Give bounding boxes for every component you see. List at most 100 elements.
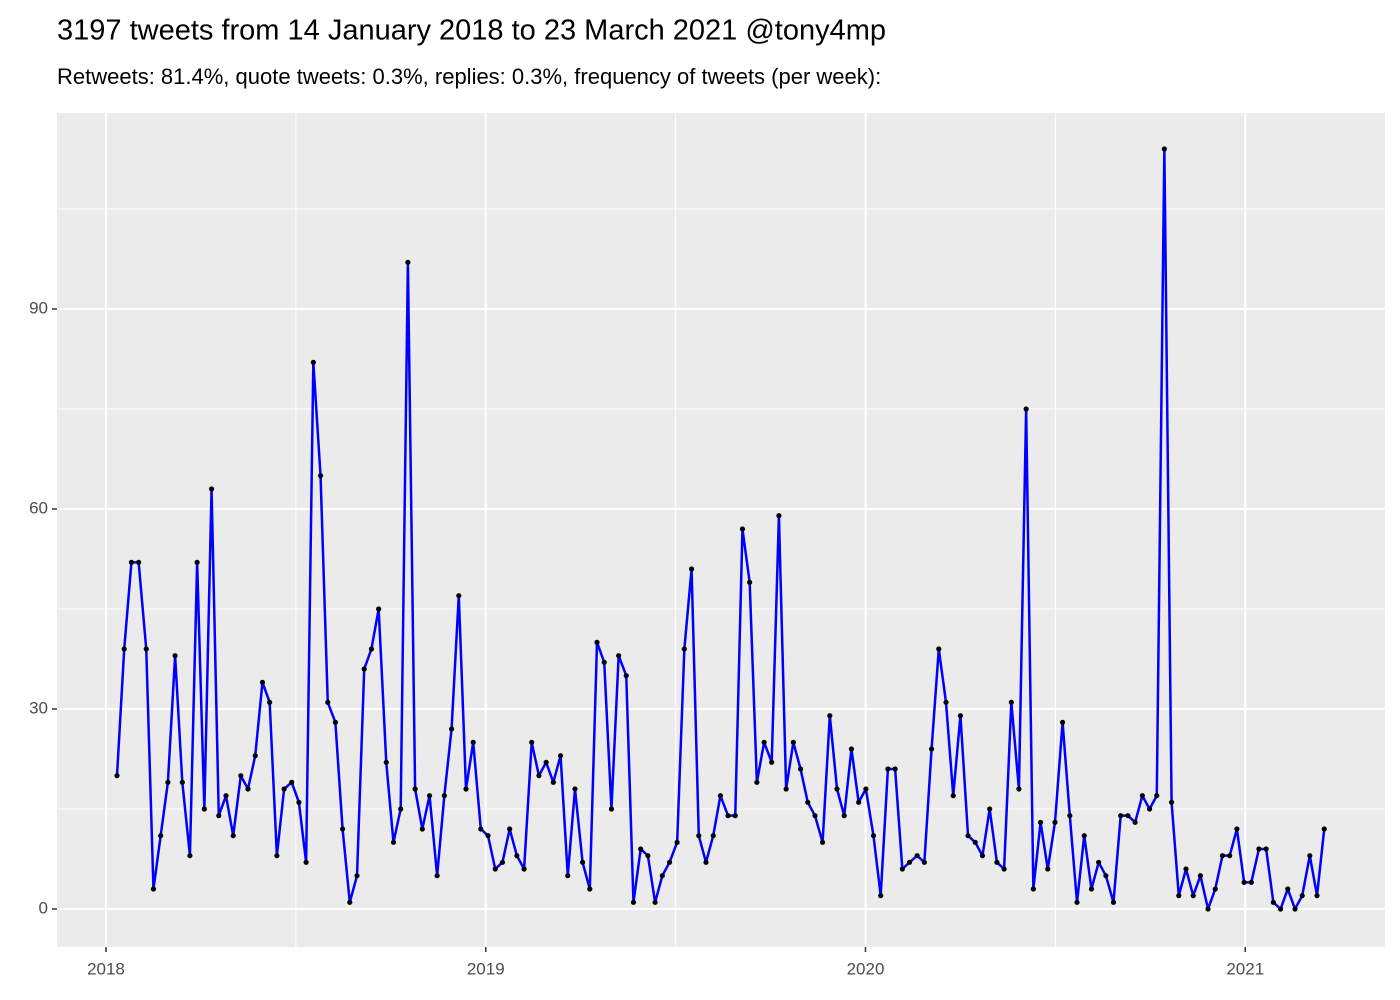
point [245,786,251,792]
point [303,859,309,865]
point [1256,846,1262,852]
point [310,359,316,365]
point [1125,813,1131,819]
point [870,833,877,839]
point [841,813,847,819]
point [1088,886,1095,892]
point [281,786,287,792]
point [1118,813,1124,819]
point [1321,826,1327,832]
point [630,899,637,905]
point [216,813,222,819]
point [274,853,280,859]
point [470,739,476,745]
point [856,799,862,805]
point [594,639,600,645]
point [885,766,891,772]
point [347,899,353,905]
x-tick-label: 2021 [1226,959,1264,978]
point [187,853,193,859]
point [543,759,549,765]
point [434,873,440,879]
point [703,859,709,865]
point [456,593,462,599]
point [805,799,811,805]
point [201,806,207,812]
point [1219,853,1226,859]
point [681,646,687,652]
point [1154,793,1160,799]
point [878,893,884,899]
point [601,659,607,665]
point [747,579,753,585]
point [616,653,622,659]
point [797,766,804,772]
point [419,826,425,832]
point [972,839,978,845]
point [259,679,266,685]
point [128,559,135,565]
x-tick-label: 2019 [467,959,505,978]
point [1227,853,1233,859]
point [565,873,571,879]
y-tick-label: 60 [29,498,48,517]
point [987,806,993,812]
point [696,833,702,839]
point [1197,873,1204,879]
point [121,646,127,652]
point [1307,853,1313,859]
point [783,786,789,792]
point [957,713,964,719]
point [317,473,324,479]
point [892,766,898,772]
point [638,846,644,852]
point [863,786,869,792]
point [950,793,956,799]
y-tick-label: 0 [39,898,48,917]
point [572,786,578,792]
point [368,646,375,652]
point [674,839,680,845]
point [1023,406,1029,412]
point [398,806,404,812]
point [769,759,775,765]
point [732,813,738,819]
point [405,259,411,265]
point [710,833,716,839]
point [848,746,855,752]
chart-title: 3197 tweets from 14 January 2018 to 23 M… [57,15,886,47]
point [1074,899,1080,905]
point [936,646,942,652]
point [1037,819,1044,825]
point [492,866,498,872]
point [325,699,331,705]
point [361,666,367,672]
point [1285,886,1291,892]
point [238,773,244,779]
point [1299,893,1305,899]
point [296,799,302,805]
point [376,606,382,612]
point [507,826,513,832]
point [143,646,149,652]
point [1001,866,1007,872]
point [252,753,258,759]
x-tick-label: 2020 [847,959,885,978]
point [645,853,651,859]
plot-background [57,113,1385,947]
point [1263,846,1269,852]
point [776,513,782,519]
point [1241,879,1247,885]
point [1110,899,1117,905]
point [579,859,586,865]
point [223,793,229,799]
point [536,773,542,779]
point [1103,873,1109,879]
point [339,826,346,832]
point [383,759,389,765]
point [390,839,397,845]
point [165,779,171,785]
point [1146,806,1153,812]
point [587,886,593,892]
point [412,786,418,792]
